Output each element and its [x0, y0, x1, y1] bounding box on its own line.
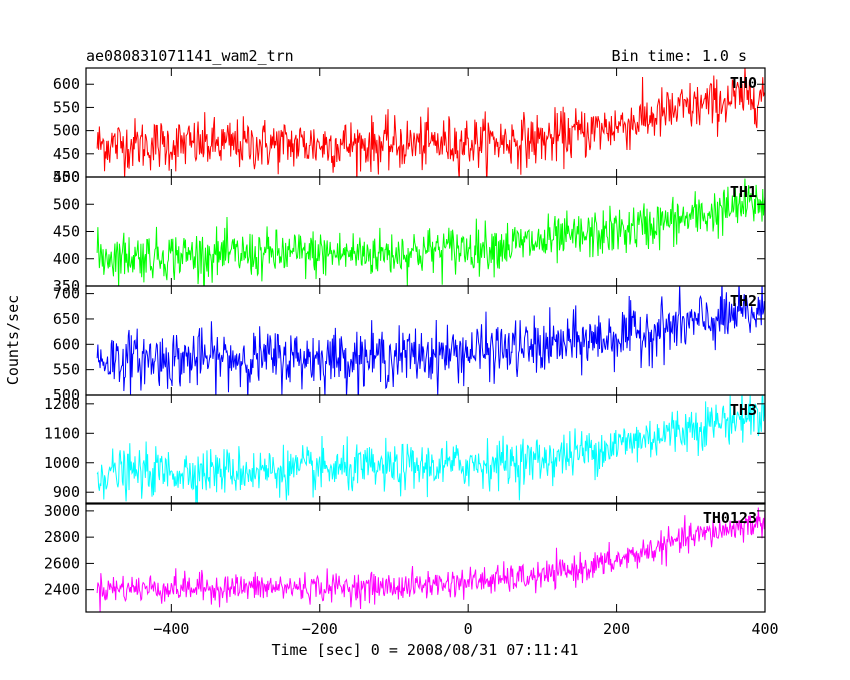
- y-tick-label: 1000: [44, 454, 80, 472]
- series-line-th0123: [96, 507, 765, 612]
- panel-frame: [85, 502, 766, 613]
- y-tick-label: 2600: [44, 554, 80, 572]
- y-tick-label: 400: [53, 168, 80, 186]
- x-tick-label: 200: [603, 620, 630, 638]
- y-tick-label: 550: [53, 98, 80, 116]
- panel-label-th1: TH1: [730, 183, 757, 201]
- y-tick-label: 450: [53, 223, 80, 241]
- x-axis-label: Time [sec] 0 = 2008/08/31 07:11:41: [271, 641, 578, 659]
- panel-frame: [85, 176, 766, 287]
- y-tick-label: 550: [53, 168, 80, 186]
- x-tick-label: 400: [751, 620, 778, 638]
- y-tick-label: 600: [53, 335, 80, 353]
- x-tick-label: −200: [302, 620, 338, 638]
- y-tick-label: 450: [53, 145, 80, 163]
- y-tick-label: 500: [53, 195, 80, 213]
- plot-title: ae080831071141_wam2_trn: [86, 47, 294, 65]
- panel-label-th0123: TH0123: [703, 509, 757, 527]
- y-tick-label: 500: [53, 386, 80, 404]
- x-tick-label: −400: [153, 620, 189, 638]
- y-tick-label: 1200: [44, 395, 80, 413]
- y-tick-label: 350: [53, 277, 80, 295]
- y-tick-label: 1100: [44, 424, 80, 442]
- y-axis-label: Counts/sec: [4, 295, 22, 385]
- y-tick-label: 600: [53, 75, 80, 93]
- panel-label-th0: TH0: [730, 74, 757, 92]
- panel-label-th3: TH3: [730, 401, 757, 419]
- series-line-th0: [96, 68, 765, 177]
- y-tick-label: 400: [53, 250, 80, 268]
- y-tick-label: 550: [53, 361, 80, 379]
- x-tick-label: 0: [464, 620, 473, 638]
- y-tick-label: 500: [53, 122, 80, 140]
- series-line-th2: [96, 286, 765, 395]
- y-tick-label: 2400: [44, 581, 80, 599]
- series-line-th3: [96, 395, 765, 504]
- panel-label-th2: TH2: [730, 292, 757, 310]
- series-line-th1: [96, 178, 765, 286]
- y-tick-label: 700: [53, 285, 80, 303]
- y-tick-label: 900: [53, 483, 80, 501]
- panels-group: 400 450 500 550 600 TH0 350 400 450 500 550 TH1 500 5…: [44, 67, 779, 638]
- y-tick-label: 3000: [44, 502, 80, 520]
- bin-time-label: Bin time: 1.0 s: [612, 47, 747, 65]
- y-tick-label: 2800: [44, 528, 80, 546]
- panel-frame: [85, 394, 766, 505]
- y-tick-label: 650: [53, 310, 80, 328]
